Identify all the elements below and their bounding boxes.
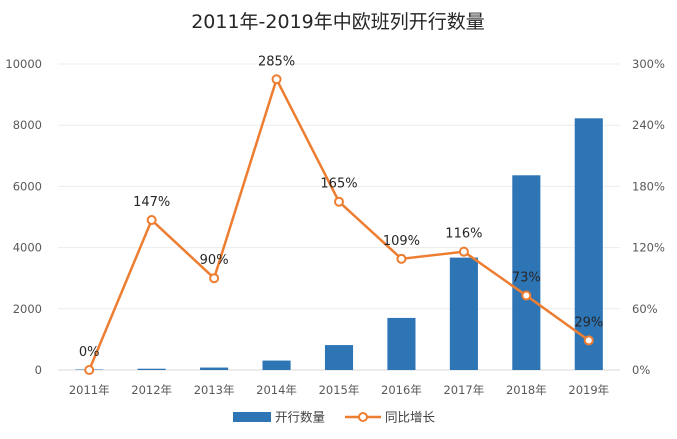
data-label: 147% (133, 195, 170, 210)
right-tick-label: 240% (632, 118, 665, 132)
legend: 开行数量 同比增长 (233, 410, 436, 425)
right-y-axis: 0% 60% 120% 180% 240% 300% (632, 57, 665, 377)
line-point (396, 253, 407, 264)
x-tick-label: 2012年 (131, 383, 172, 397)
line-point (271, 74, 282, 85)
bar-series (75, 118, 603, 370)
left-y-axis: 0 2000 4000 6000 8000 10000 (5, 57, 42, 377)
line-point (84, 365, 95, 375)
left-tick-label: 4000 (13, 241, 42, 255)
data-label: 29% (574, 315, 603, 330)
left-tick-label: 2000 (13, 302, 42, 316)
line-point (209, 273, 220, 284)
data-label: 90% (200, 253, 229, 268)
legend-item-bar: 开行数量 (233, 410, 325, 425)
data-label: 73% (512, 271, 541, 286)
line-point (146, 215, 157, 226)
bar (262, 360, 291, 370)
bar (324, 345, 354, 370)
data-labels: 0% 147% 90% 285% 165% 109% 116% 73% 29% (79, 54, 603, 360)
right-tick-label: 180% (632, 179, 665, 193)
line-point (334, 196, 344, 207)
line-point (521, 290, 532, 301)
bar (574, 118, 603, 370)
legend-line-marker (358, 412, 368, 422)
line-series (84, 74, 594, 375)
legend-item-line: 同比增长 (345, 410, 436, 425)
x-tick-label: 2018年 (506, 383, 547, 397)
bar (387, 317, 416, 370)
right-tick-label: 60% (632, 302, 658, 316)
x-tick-label: 2017年 (443, 383, 484, 397)
right-tick-label: 300% (632, 57, 665, 71)
legend-bar-swatch (233, 412, 271, 422)
legend-bar-label: 开行数量 (275, 410, 325, 425)
x-tick-label: 2013年 (194, 383, 235, 397)
data-label: 109% (383, 234, 420, 249)
line-point (458, 246, 469, 257)
bar (512, 175, 541, 370)
left-tick-label: 6000 (13, 179, 42, 193)
left-tick-label: 8000 (13, 118, 42, 132)
data-label: 116% (445, 227, 482, 242)
x-tick-label: 2014年 (256, 383, 297, 397)
chart-title: 2011年-2019年中欧班列开行数量 (191, 11, 485, 33)
bar (449, 257, 478, 370)
left-tick-label: 0 (35, 363, 42, 377)
x-tick-label: 2015年 (319, 383, 360, 397)
data-label: 285% (258, 54, 295, 69)
x-tick-label: 2016年 (381, 383, 422, 397)
bar (137, 368, 166, 370)
right-tick-label: 0% (632, 363, 650, 377)
legend-line-label: 同比增长 (385, 410, 436, 425)
left-tick-label: 10000 (5, 57, 42, 71)
bar (200, 367, 229, 370)
data-label: 0% (79, 345, 100, 360)
x-tick-label: 2019年 (568, 383, 609, 397)
x-tick-label: 2011年 (69, 383, 110, 397)
data-label: 165% (320, 177, 357, 192)
right-tick-label: 120% (632, 241, 665, 255)
line-point (583, 335, 594, 346)
x-axis: 2011年 2012年 2013年 2014年 2015年 2016年 2017年 2018年… (58, 369, 620, 397)
